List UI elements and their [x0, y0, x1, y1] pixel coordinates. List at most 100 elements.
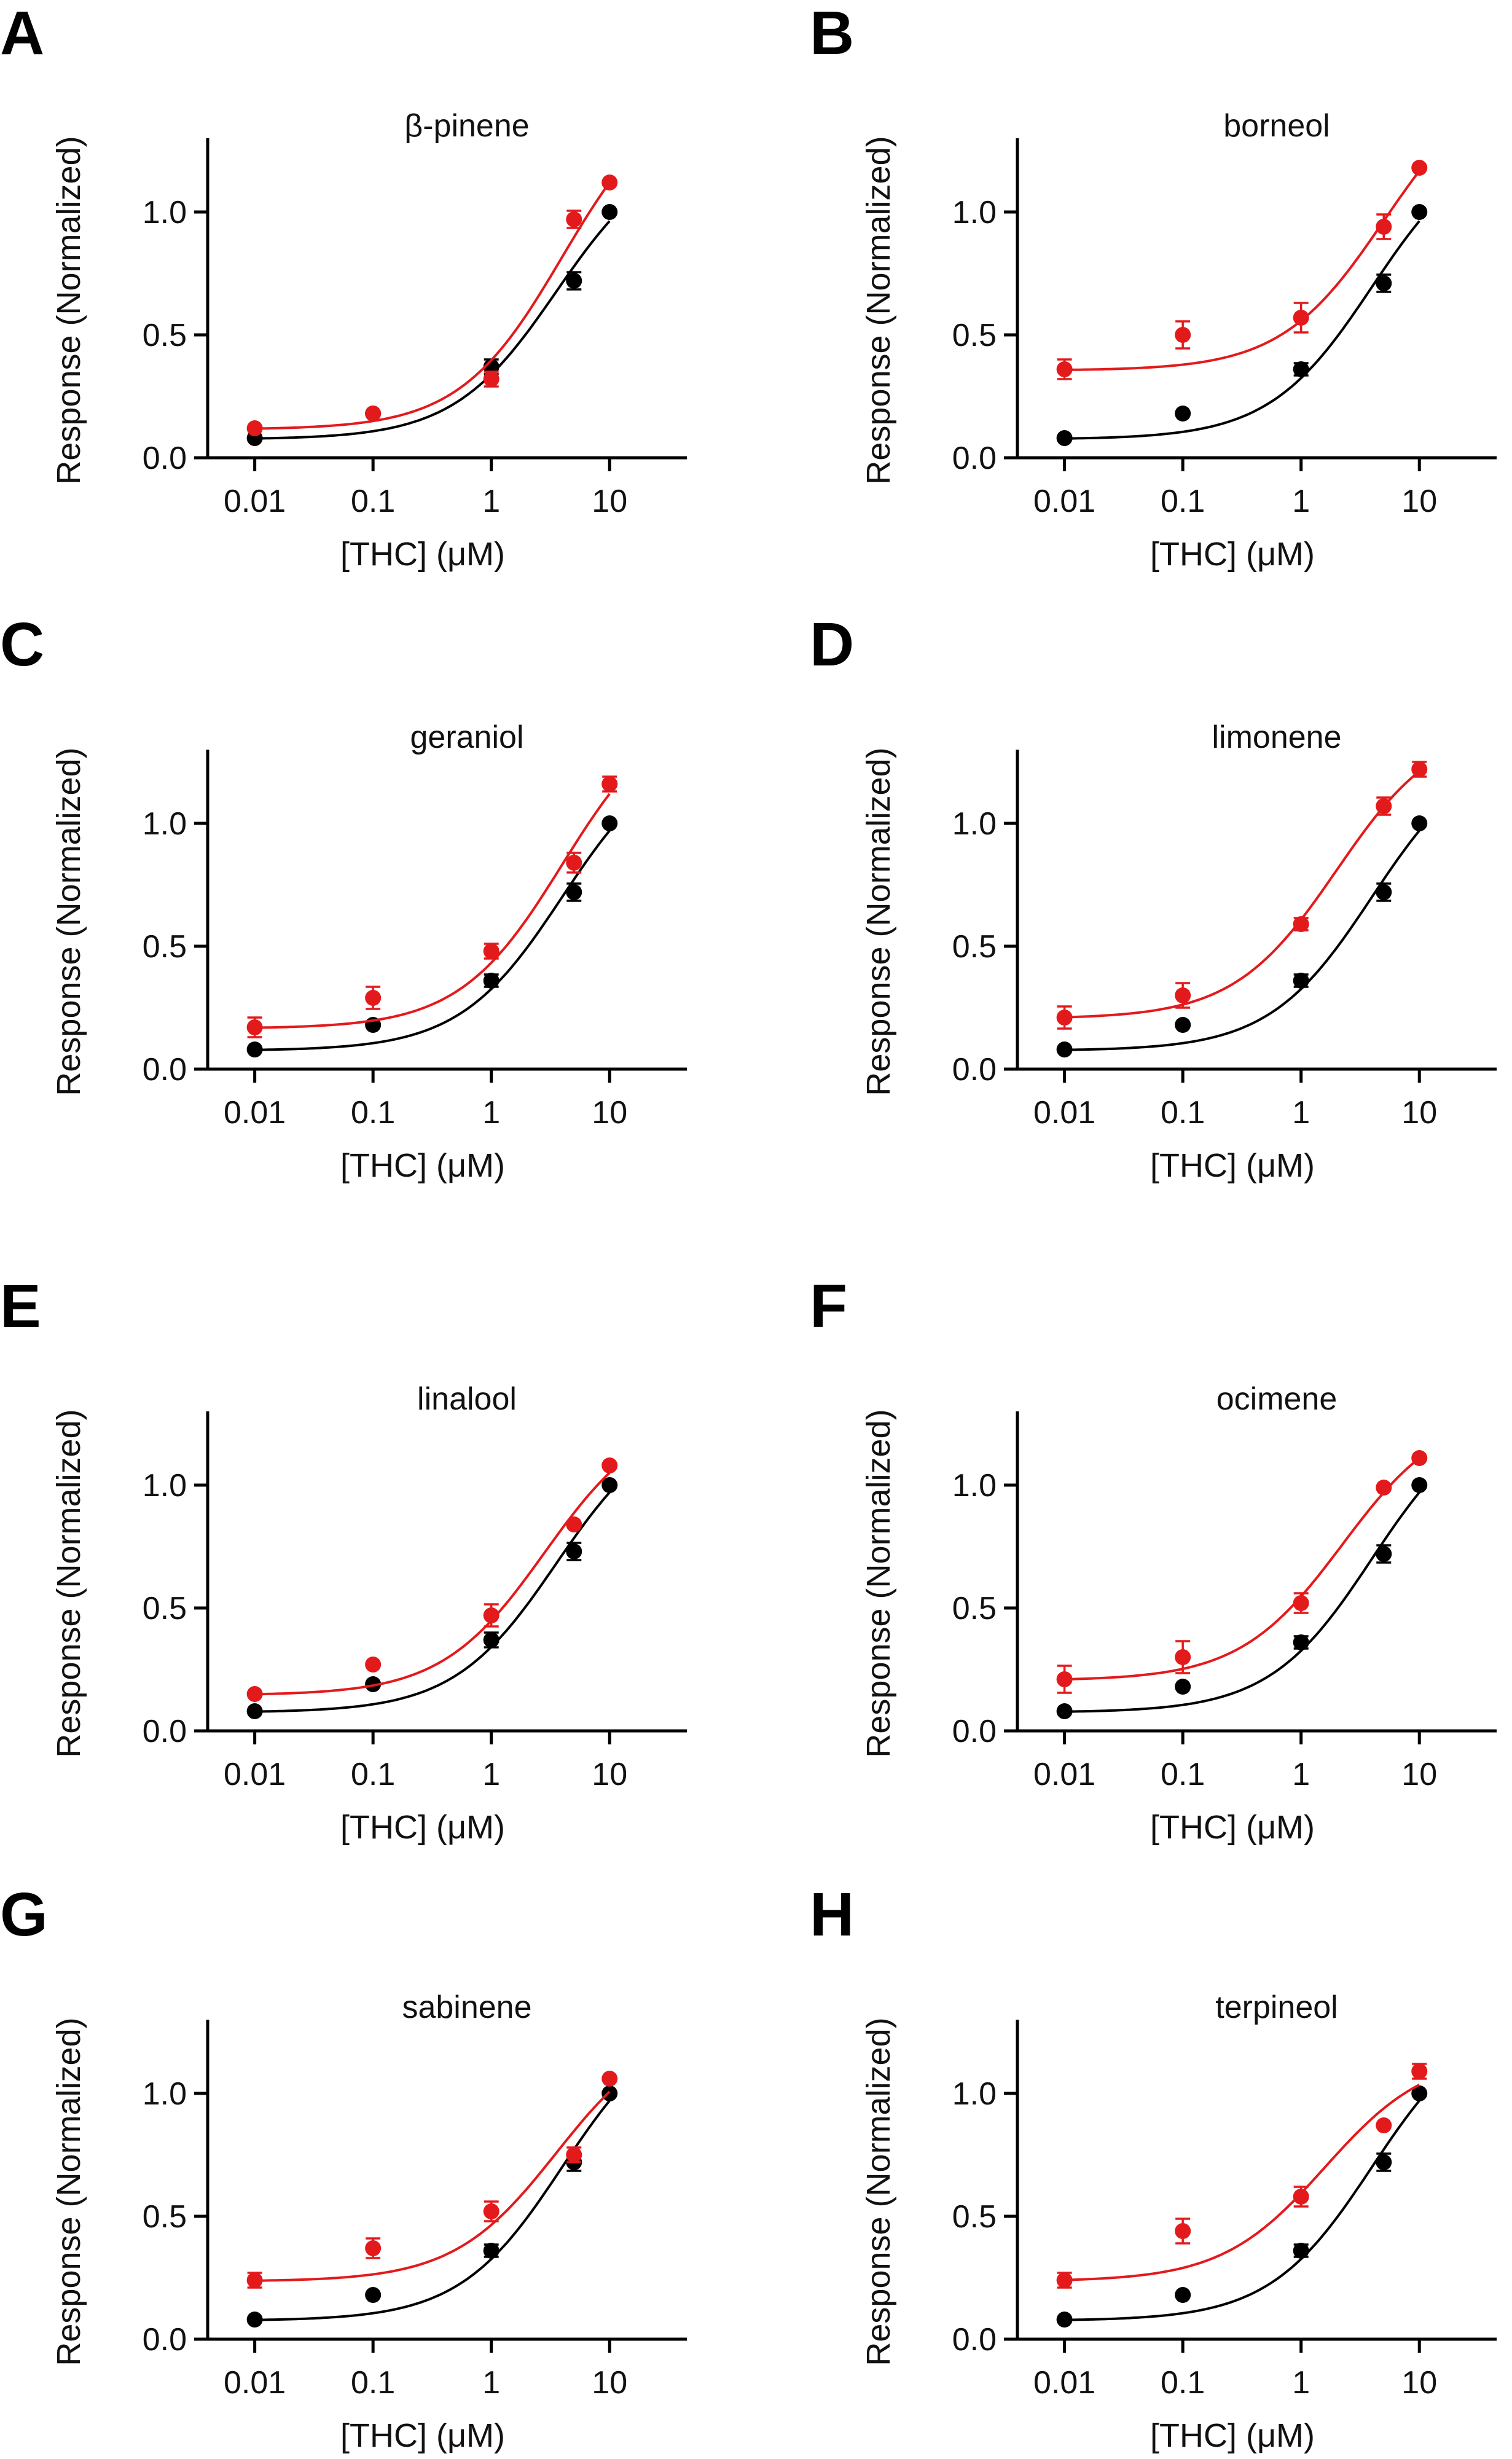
data-point-terpene — [566, 211, 582, 227]
data-point-control — [601, 2085, 618, 2101]
series-terpene — [1056, 2063, 1428, 2289]
data-point-terpene — [1376, 2117, 1392, 2133]
data-point-terpene — [1175, 327, 1191, 343]
data-point-terpene — [246, 1019, 263, 1035]
fit-curve-terpene — [254, 1472, 611, 1696]
x-axis-label: [THC] (μM) — [340, 536, 505, 573]
data-point-terpene — [601, 776, 618, 792]
series-terpene — [246, 1457, 618, 1702]
fit-curve-control — [254, 1491, 611, 1713]
x-tick-label: 0.01 — [224, 1757, 286, 1792]
data-point-terpene — [365, 2240, 382, 2256]
data-point-control — [365, 1676, 382, 1692]
data-point-control — [1293, 1634, 1309, 1650]
y-tick-label: 0.5 — [952, 1591, 997, 1626]
x-axis-label: [THC] (μM) — [1150, 1809, 1315, 1846]
panel-letter: G — [0, 1880, 48, 1949]
data-point-control — [1411, 204, 1428, 220]
y-tick-label: 0.5 — [143, 318, 187, 353]
x-tick-label: 0.1 — [1161, 2365, 1205, 2401]
data-point-control — [566, 273, 582, 289]
data-point-terpene — [365, 1657, 382, 1673]
panel-letter: A — [0, 0, 44, 68]
data-point-control — [1293, 361, 1309, 377]
data-point-control — [483, 2243, 499, 2259]
series-control — [1056, 1477, 1428, 1719]
data-point-control — [1376, 275, 1392, 291]
x-tick-label: 1 — [482, 1095, 500, 1131]
data-point-control — [1175, 1017, 1191, 1033]
y-tick-label: 1.0 — [143, 806, 187, 842]
data-point-terpene — [1056, 1671, 1073, 1687]
x-tick-label: 1 — [1292, 1757, 1310, 1792]
y-tick-label: 0.0 — [143, 441, 187, 476]
fit-curve-terpene — [1064, 1457, 1420, 1681]
series-control — [1056, 2085, 1428, 2328]
data-point-terpene — [483, 1607, 499, 1623]
chart-title: sabinene — [402, 1990, 531, 2025]
chart-title: geraniol — [410, 720, 523, 755]
x-tick-label: 0.01 — [1033, 2365, 1095, 2401]
data-point-control — [566, 884, 582, 900]
x-axis-label: [THC] (μM) — [1150, 2417, 1315, 2454]
y-tick-label: 0.0 — [952, 2322, 997, 2358]
y-tick-label: 1.0 — [952, 195, 997, 230]
x-tick-label: 10 — [592, 1757, 627, 1792]
y-axis-label: Response (Normalized) — [860, 136, 897, 484]
data-point-control — [1411, 1477, 1428, 1493]
y-tick-label: 0.0 — [143, 1714, 187, 1749]
x-tick-label: 10 — [592, 484, 627, 519]
y-tick-label: 0.0 — [143, 1052, 187, 1088]
data-point-terpene — [483, 2203, 499, 2219]
fit-curve-terpene — [254, 793, 611, 1029]
data-point-control — [601, 815, 618, 831]
data-point-control — [601, 204, 618, 220]
series-control — [246, 1477, 618, 1719]
series-terpene — [246, 2071, 618, 2289]
x-tick-label: 1 — [482, 2365, 500, 2401]
data-point-control — [1175, 2287, 1191, 2303]
x-axis-label: [THC] (μM) — [1150, 1147, 1315, 1184]
data-point-terpene — [1411, 160, 1428, 176]
panel-letter: C — [0, 610, 44, 679]
fit-curve-terpene — [1064, 170, 1420, 371]
y-axis-label: Response (Normalized) — [50, 1409, 87, 1757]
data-point-terpene — [246, 1686, 263, 1702]
data-point-control — [1056, 1041, 1073, 1057]
series-terpene — [246, 175, 618, 436]
data-point-terpene — [1293, 1595, 1309, 1611]
data-point-terpene — [1056, 1010, 1073, 1026]
data-point-terpene — [1376, 798, 1392, 814]
x-tick-label: 10 — [1401, 2365, 1437, 2401]
y-tick-label: 0.5 — [952, 2199, 997, 2235]
data-point-control — [1411, 2085, 1428, 2101]
y-tick-label: 0.5 — [143, 929, 187, 965]
data-point-terpene — [1056, 2272, 1073, 2288]
series-control — [246, 2085, 618, 2328]
fit-curve-terpene — [254, 181, 611, 430]
y-tick-label: 0.5 — [143, 2199, 187, 2235]
series-terpene — [246, 775, 618, 1038]
fit-curve-control — [254, 220, 611, 440]
data-point-terpene — [483, 943, 499, 959]
y-tick-label: 0.5 — [952, 318, 997, 353]
data-point-control — [1376, 884, 1392, 900]
y-tick-label: 1.0 — [143, 1468, 187, 1504]
x-tick-label: 1 — [1292, 1095, 1310, 1131]
panel-letter: F — [810, 1272, 847, 1341]
data-point-control — [1056, 430, 1073, 446]
data-point-terpene — [601, 175, 618, 190]
chart-title: limonene — [1212, 720, 1341, 755]
data-point-terpene — [1376, 1480, 1392, 1496]
chart-title: ocimene — [1216, 1381, 1338, 1417]
data-point-control — [1376, 1546, 1392, 1562]
x-tick-label: 1 — [1292, 484, 1310, 519]
chart-title: β-pinene — [404, 108, 529, 144]
chart-title: borneol — [1223, 108, 1330, 144]
